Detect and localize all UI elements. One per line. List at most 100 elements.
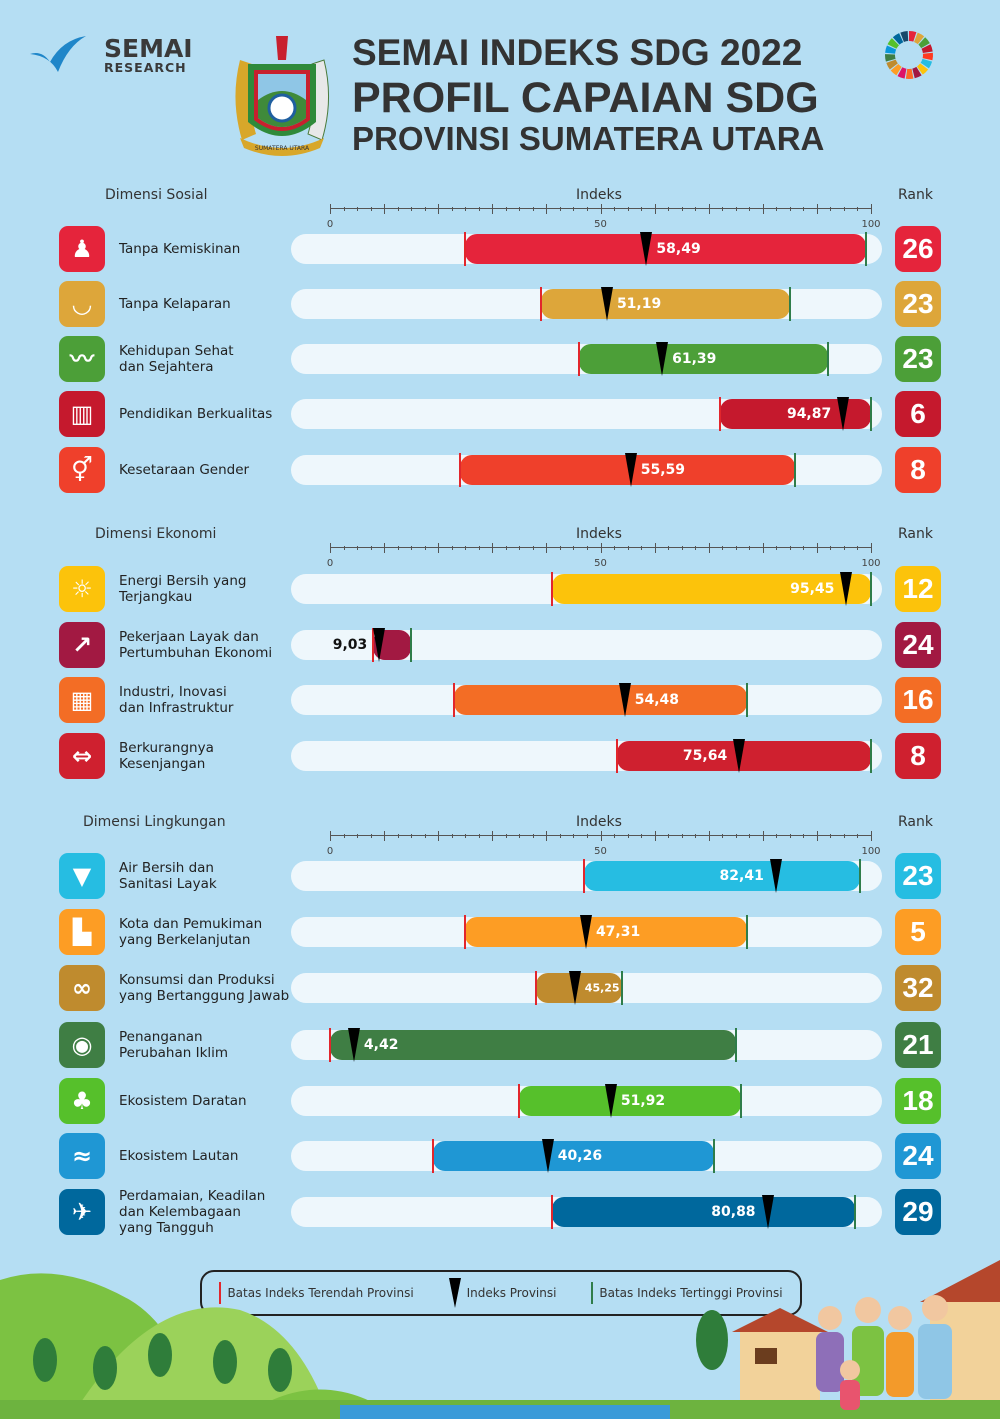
axis-tick [519,834,521,838]
axis-tick [776,207,778,211]
axis-tick [478,207,480,211]
min-marker [718,397,721,431]
axis-tick [654,831,656,841]
goal-label: Pekerjaan Layak dan Pertumbuhan Ekonomi [119,629,273,661]
axis-tick [614,207,616,211]
rank-badge: 32 [895,965,941,1011]
axis-tick [641,834,643,838]
index-axis: 0 50 100 [327,543,881,569]
axis-tick [546,831,548,841]
wheel-segment [921,44,933,53]
max-marker [853,1195,856,1229]
rank-badge: 21 [895,1022,941,1068]
axis-tick [803,834,805,838]
axis-tick [627,834,629,838]
province-index-marker [579,915,592,949]
province-index-value: 9,03 [332,637,368,653]
cubes-icon: ▦ [59,677,105,723]
axis-tick [451,207,453,211]
axis-tick [546,543,548,553]
goal-label: Tanpa Kemiskinan [119,241,241,257]
infinity-icon: ∞ [59,965,105,1011]
min-marker [464,232,467,266]
axis-tick [559,546,561,550]
rank-badge: 24 [895,1133,941,1179]
legend: Batas Indeks Terendah Provinsi Indeks Pr… [200,1270,802,1316]
water-glass-icon: ▼ [59,853,105,899]
goal-label: Pendidikan Berkualitas [119,406,273,422]
axis-tick [384,543,386,553]
axis-tick [708,543,710,553]
rank-column-title: Rank [898,814,933,830]
axis-tick-label: 0 [326,846,334,857]
legend-item-min: Batas Indeks Terendah Provinsi [219,1282,414,1304]
axis-tick [843,834,845,838]
axis-tick [762,831,764,841]
axis-tick [871,831,872,841]
range-bar [578,344,828,374]
axis-tick [722,207,724,211]
range-bar [551,574,871,604]
rank-badge: 23 [895,281,941,327]
axis-tick [600,204,602,214]
min-marker [550,1195,553,1229]
axis-tick [330,543,331,553]
wheel-segment [886,59,898,70]
province-index-marker [568,971,581,1005]
max-marker [740,1084,743,1118]
rank-badge: 16 [895,677,941,723]
axis-tick [681,207,683,211]
min-marker [431,1139,434,1173]
province-index-marker [769,859,782,893]
max-marker [859,859,862,893]
range-bar [465,917,747,947]
rank-badge: 23 [895,853,941,899]
province-index-marker [733,739,746,773]
axis-tick [478,546,480,550]
axis-tick [641,207,643,211]
max-marker [734,1028,737,1062]
goal-label: Ekosistem Lautan [119,1148,239,1164]
wheel-segment [918,37,930,49]
range-bar [454,685,747,715]
axis-tick [505,834,507,838]
max-marker [794,453,797,487]
axis-tick [357,207,359,211]
axis-tick [465,834,467,838]
title-line-2: PROFIL CAPAIAN SDG [352,74,819,122]
wheel-segment [909,31,917,42]
section-title: Dimensi Lingkungan [83,814,226,830]
min-marker [518,1084,521,1118]
max-marker [713,1139,716,1173]
wheel-segment [912,66,922,79]
goal-label: Ekosistem Daratan [119,1093,247,1109]
max-marker [410,628,413,662]
min-marker [583,859,586,893]
range-bar [330,1030,736,1060]
axis-tick [600,831,602,841]
goal-label: Perdamaian, Keadilan dan Kelembagaan yan… [119,1188,266,1236]
axis-tick [749,546,751,550]
province-index-value: 51,92 [620,1093,666,1109]
heartbeat-icon: 〰 [59,336,105,382]
rank-column-title: Rank [898,187,933,203]
wheel-segment [914,32,925,45]
province-index-value: 47,31 [595,924,641,940]
legend-item-province: Indeks Provinsi [448,1278,556,1308]
axis-tick [627,546,629,550]
axis-tick [708,204,710,214]
axis-tick [614,834,616,838]
axis-tick-label: 100 [861,558,881,569]
axis-title: Indeks [576,526,622,542]
axis-tick [857,834,859,838]
axis-tick [451,834,453,838]
axis-tick [424,207,426,211]
province-index-marker [618,683,631,717]
wheel-segment [897,67,907,79]
goal-label: Energi Bersih yang Terjangkau [119,573,247,605]
axis-tick-label: 50 [594,846,607,857]
triangle-marker-icon [448,1278,461,1308]
province-index-value: 82,41 [719,868,764,884]
axis-tick-label: 100 [861,846,881,857]
axis-tick [668,546,670,550]
